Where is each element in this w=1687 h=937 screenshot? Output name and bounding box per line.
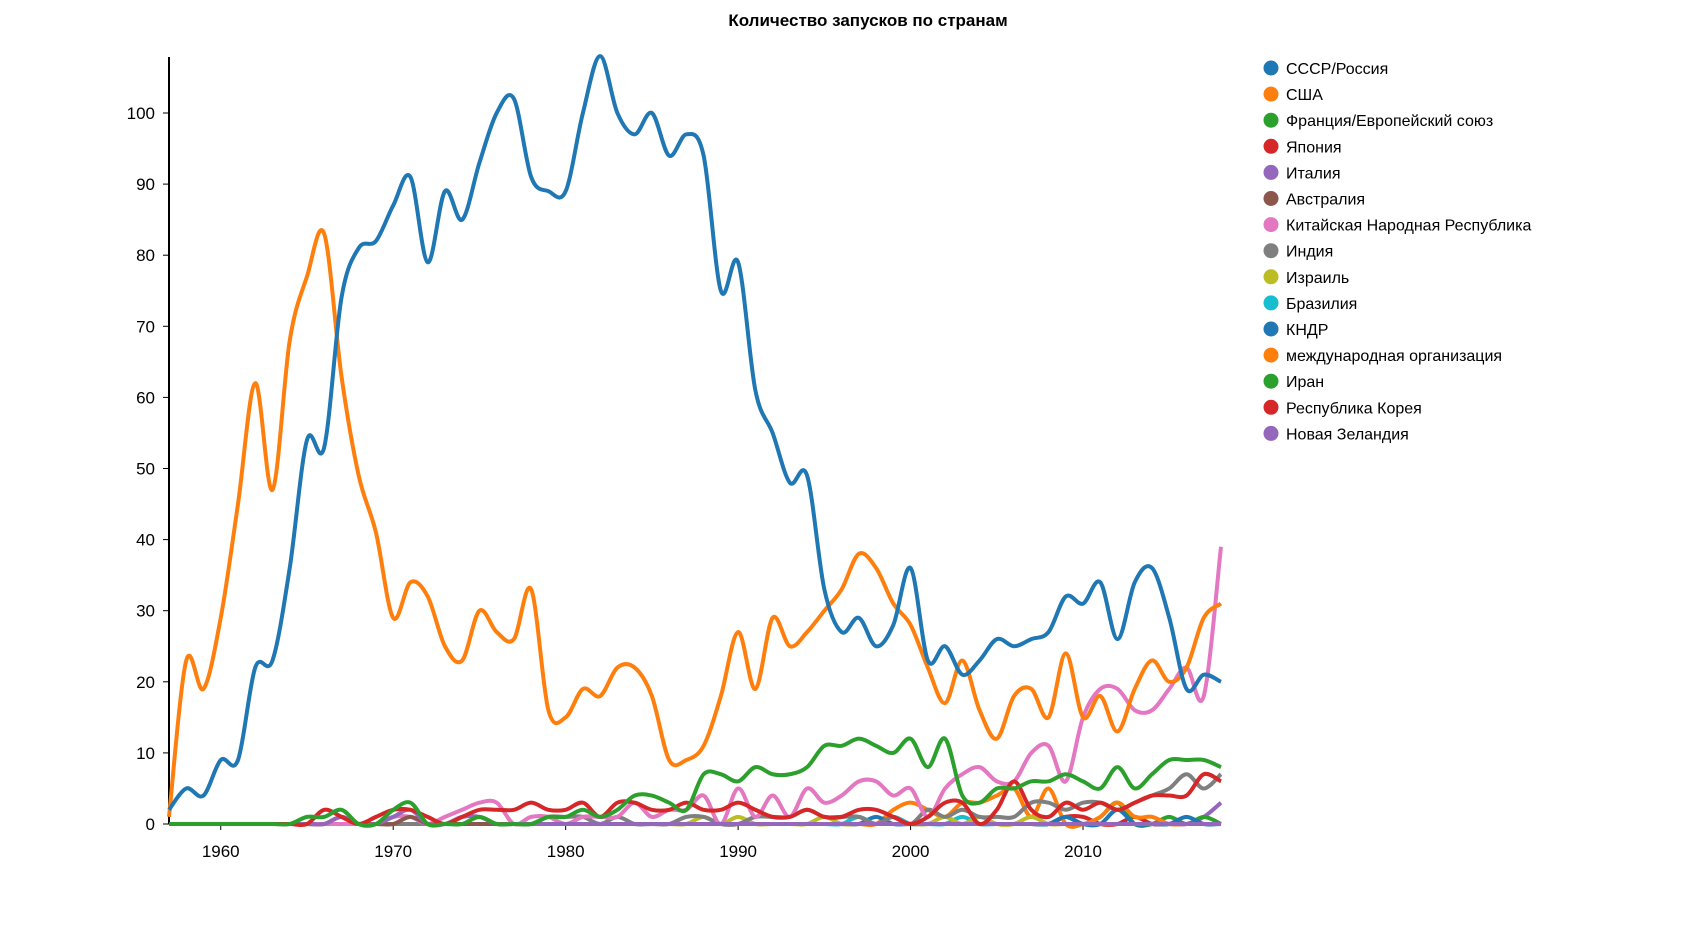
y-tick-label: 30: [136, 602, 155, 621]
series-line-Китайская Народная Республика: [169, 546, 1223, 827]
y-tick-label: 50: [136, 460, 155, 479]
y-tick: 60: [136, 388, 169, 407]
axes: 0 10 20 30 40 50 60 70 80 90 100 1960 1970 1980 1990 20…: [127, 57, 1221, 861]
x-tick: 1970: [374, 824, 412, 861]
legend-label: международная организация: [1286, 348, 1502, 365]
series-line-СССР/Россия: [167, 54, 1222, 812]
x-tick: 2000: [892, 824, 930, 861]
legend-swatch: [1263, 347, 1279, 363]
legend: СССР/Россия США Франция/Европейский союз Яп…: [1263, 60, 1532, 444]
legend-swatch: [1263, 164, 1279, 180]
y-tick: 80: [136, 246, 169, 265]
legend-label: КНДР: [1286, 322, 1328, 339]
y-tick-label: 10: [136, 744, 155, 763]
legend-swatch: [1263, 191, 1279, 206]
series-line-США: [167, 228, 1223, 818]
legend-item[interactable]: Франция/Европейский союз: [1263, 112, 1494, 131]
legend-swatch: [1263, 269, 1279, 285]
legend-item[interactable]: Китайская Народная Республика: [1263, 217, 1532, 235]
legend-label: Австралия: [1286, 192, 1365, 209]
legend-item[interactable]: Бразилия: [1263, 295, 1358, 313]
y-tick-label: 100: [127, 104, 155, 123]
x-tick-label: 2010: [1064, 842, 1102, 861]
x-tick-label: 1960: [202, 842, 240, 861]
legend-label: СССР/Россия: [1286, 61, 1388, 78]
y-tick: 40: [136, 531, 169, 550]
y-tick: 100: [127, 104, 169, 123]
y-tick-label: 90: [136, 175, 155, 194]
series-line-Япония: [169, 771, 1222, 828]
legend-item[interactable]: Индия: [1263, 243, 1334, 261]
legend-item[interactable]: Австралия: [1263, 191, 1366, 209]
y-tick: 0: [146, 815, 169, 834]
y-tick-label: 40: [136, 531, 155, 550]
chart-title: Количество запусков по странам: [728, 11, 1007, 30]
y-tick-label: 70: [136, 317, 155, 336]
x-tick-label: 1990: [719, 842, 757, 861]
legend-item[interactable]: СССР/Россия: [1263, 60, 1389, 79]
y-tick-label: 60: [136, 388, 155, 407]
y-tick-label: 0: [146, 815, 155, 834]
legend-swatch: [1263, 425, 1279, 441]
x-tick-label: 1980: [547, 842, 585, 861]
y-tick: 10: [136, 744, 169, 763]
legend-swatch: [1263, 373, 1279, 389]
legend-swatch: [1263, 86, 1279, 102]
y-tick: 70: [136, 317, 169, 336]
legend-label: Республика Корея: [1286, 400, 1422, 417]
x-tick: 2010: [1064, 824, 1102, 861]
legend-swatch: [1263, 321, 1279, 337]
legend-swatch: [1263, 138, 1279, 154]
legend-swatch: [1263, 243, 1279, 259]
legend-item[interactable]: Израиль: [1263, 269, 1350, 287]
x-tick: 1960: [202, 824, 240, 861]
legend-swatch: [1263, 60, 1279, 76]
legend-item[interactable]: Республика Корея: [1263, 399, 1422, 418]
x-tick-label: 2000: [892, 842, 930, 861]
legend-label: Франция/Европейский союз: [1286, 113, 1493, 130]
legend-item[interactable]: США: [1263, 86, 1324, 105]
legend-label: США: [1286, 87, 1323, 104]
legend-label: Новая Зеландия: [1286, 426, 1409, 443]
x-tick-label: 1970: [374, 842, 412, 861]
y-tick: 20: [136, 673, 169, 692]
legend-label: Италия: [1286, 165, 1340, 182]
legend-label: Китайская Народная Республика: [1286, 218, 1531, 235]
legend-label: Бразилия: [1286, 296, 1357, 313]
legend-item[interactable]: КНДР: [1263, 321, 1329, 340]
legend-item[interactable]: Италия: [1263, 164, 1341, 183]
y-tick-label: 20: [136, 673, 155, 692]
x-tick: 1990: [719, 824, 757, 861]
series-lines: [167, 54, 1223, 829]
y-tick: 50: [136, 460, 169, 479]
legend-item[interactable]: международная организация: [1263, 347, 1503, 366]
legend-swatch: [1263, 399, 1279, 415]
y-tick-label: 80: [136, 246, 155, 265]
x-tick: 1980: [547, 824, 585, 861]
legend-label: Иран: [1286, 374, 1324, 391]
legend-swatch: [1263, 112, 1279, 128]
legend-label: Япония: [1286, 139, 1342, 156]
legend-item[interactable]: Новая Зеландия: [1263, 425, 1409, 444]
legend-item[interactable]: Иран: [1263, 373, 1325, 392]
legend-label: Индия: [1286, 244, 1333, 261]
legend-label: Израиль: [1286, 270, 1349, 287]
legend-swatch: [1263, 295, 1279, 311]
legend-item[interactable]: Япония: [1263, 138, 1342, 157]
series-line-Франция/Европейский союз: [169, 736, 1222, 828]
y-tick: 90: [136, 175, 169, 194]
legend-swatch: [1263, 217, 1279, 233]
y-tick: 30: [136, 602, 169, 621]
